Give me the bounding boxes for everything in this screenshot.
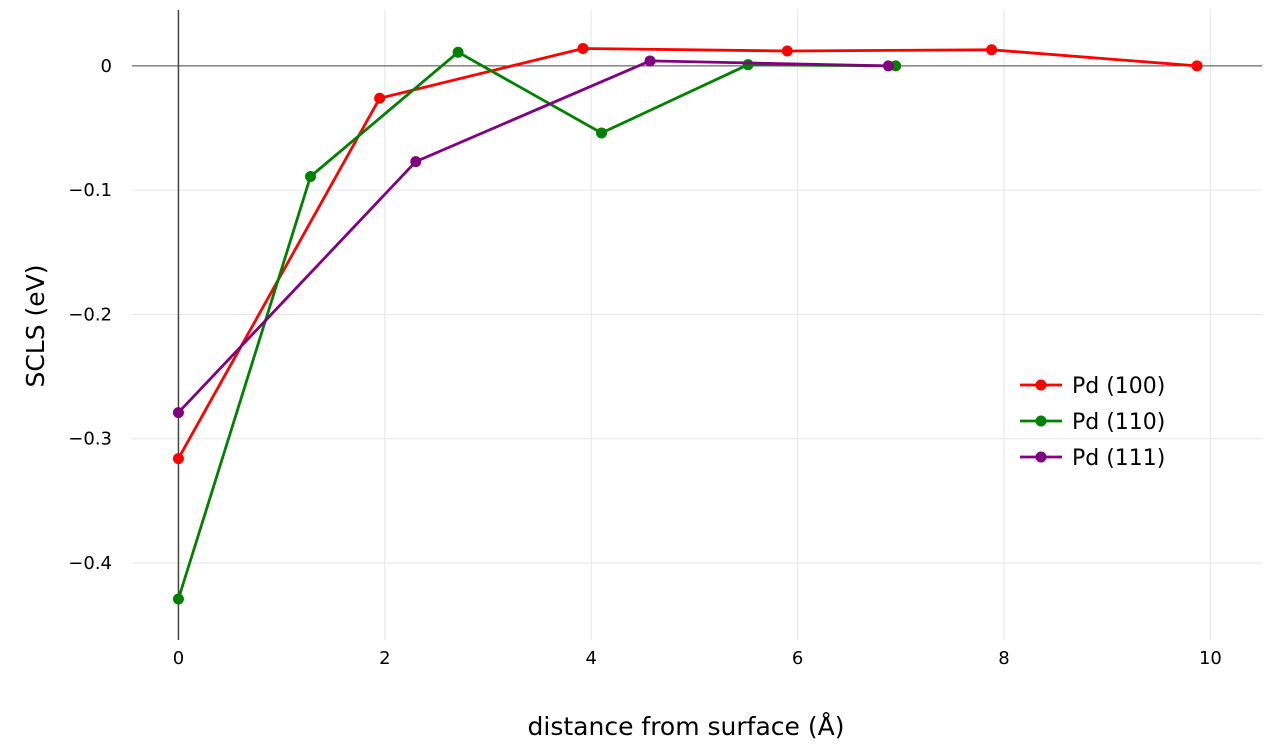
data-point[interactable] — [986, 44, 998, 56]
data-point[interactable] — [172, 593, 184, 605]
data-point[interactable] — [644, 55, 656, 67]
data-point[interactable] — [742, 59, 754, 71]
data-point[interactable] — [452, 46, 464, 58]
y-axis-title: SCLS (eV) — [21, 264, 50, 387]
axes — [132, 10, 1262, 640]
legend-swatch-marker — [1035, 451, 1047, 463]
series-pd-111 — [172, 55, 894, 419]
legend-item-pd-111[interactable]: Pd (111) — [1020, 446, 1165, 471]
y-tick-label: 0 — [101, 56, 112, 77]
y-tick-label: −0.3 — [68, 429, 112, 450]
data-point[interactable] — [882, 60, 894, 72]
data-point[interactable] — [1191, 60, 1203, 72]
legend-swatch-marker — [1035, 379, 1047, 391]
x-tick-label: 0 — [173, 648, 184, 669]
x-tick-label: 4 — [585, 648, 596, 669]
legend-label: Pd (110) — [1072, 410, 1165, 435]
legend-label: Pd (111) — [1072, 446, 1165, 471]
x-axis-title: distance from surface (Å) — [528, 712, 845, 741]
x-tick-label: 6 — [792, 648, 803, 669]
grid — [132, 10, 1262, 640]
data-point[interactable] — [596, 127, 608, 139]
legend-label: Pd (100) — [1072, 374, 1165, 399]
series-line — [177, 59, 889, 414]
series-line — [177, 50, 896, 600]
legend-item-pd-100[interactable]: Pd (100) — [1020, 374, 1165, 399]
tick-labels: 0 2 4 6 8 10 0 −0.1 −0.2 −0.3 −0.4 — [68, 56, 1222, 669]
x-tick-label: 10 — [1199, 648, 1222, 669]
y-tick-label: −0.2 — [68, 304, 112, 325]
data-point[interactable] — [305, 171, 317, 183]
data-point[interactable] — [577, 43, 589, 55]
y-tick-label: −0.1 — [68, 180, 112, 201]
x-tick-label: 8 — [998, 648, 1009, 669]
legend[interactable]: Pd (100) Pd (110) Pd (111) — [1020, 374, 1165, 471]
data-point[interactable] — [781, 45, 793, 57]
series — [172, 43, 1203, 605]
data-point[interactable] — [172, 453, 184, 465]
y-tick-label: −0.4 — [68, 553, 112, 574]
legend-item-pd-110[interactable]: Pd (110) — [1020, 410, 1165, 435]
data-point[interactable] — [410, 156, 422, 168]
legend-swatch-marker — [1035, 415, 1047, 427]
series-line — [177, 47, 1198, 460]
data-point[interactable] — [172, 407, 184, 419]
data-point[interactable] — [374, 92, 386, 104]
x-tick-label: 2 — [379, 648, 390, 669]
series-pd-100 — [172, 43, 1203, 465]
